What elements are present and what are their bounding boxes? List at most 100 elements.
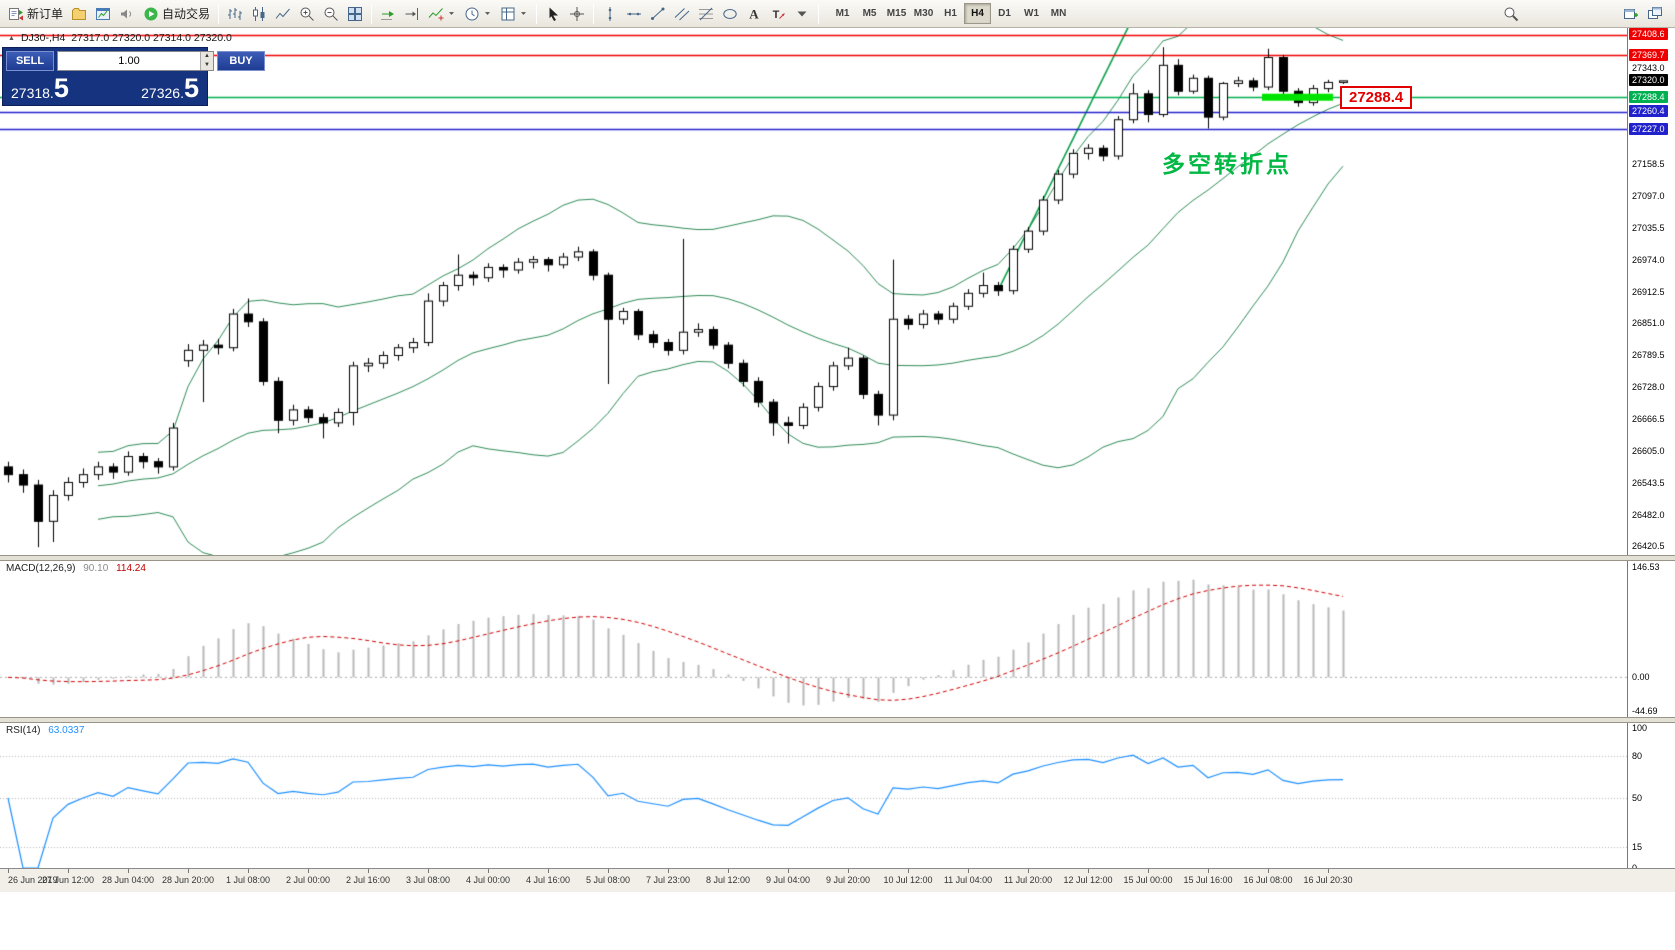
- macd-canvas[interactable]: [0, 561, 1627, 717]
- text-button[interactable]: A: [742, 2, 766, 26]
- crosshair-button[interactable]: [565, 2, 589, 26]
- arrow-label-button[interactable]: T: [766, 2, 790, 26]
- speaker-icon: [121, 9, 132, 18]
- time-axis-label: 16 Jul 20:30: [1303, 875, 1353, 885]
- timeframe-button-M1[interactable]: M1: [829, 3, 856, 24]
- time-axis-label: 9 Jul 20:00: [825, 875, 871, 885]
- turning-point-annotation: 多空转折点: [1162, 151, 1292, 177]
- profiles-button[interactable]: [67, 2, 91, 26]
- chevron-down-icon: [521, 12, 527, 15]
- timeframe-button-MN[interactable]: MN: [1045, 3, 1072, 24]
- pane-splitter[interactable]: [0, 555, 1675, 561]
- time-axis-label: 11 Jul 20:00: [1003, 875, 1053, 885]
- auto-trading-button[interactable]: 自动交易: [139, 2, 214, 26]
- timeframe-button-H4[interactable]: H4: [964, 3, 992, 24]
- zoom-in-button[interactable]: [295, 2, 319, 26]
- horizontal-line-icon: [627, 12, 642, 15]
- time-axis-tick: [368, 869, 369, 873]
- new-chart-window-button[interactable]: [1619, 2, 1643, 26]
- time-axis-label: 16 Jul 08:00: [1243, 875, 1293, 885]
- volume-up-button[interactable]: ▲: [201, 51, 213, 61]
- price-axis-label: 26666.5: [1632, 413, 1665, 424]
- timeframe-button-H1[interactable]: H1: [937, 3, 964, 24]
- toolbar-separator: [371, 3, 373, 24]
- timeframe-button-W1[interactable]: W1: [1018, 3, 1045, 24]
- pane-splitter[interactable]: [0, 717, 1675, 723]
- time-axis-label: 15 Jul 16:00: [1183, 875, 1233, 885]
- bar-chart-button[interactable]: [223, 2, 247, 26]
- price-axis-label: 26605.0: [1632, 445, 1665, 456]
- tile-windows-button[interactable]: [343, 2, 367, 26]
- toolbar-separator: [593, 3, 595, 24]
- new-window-icon: [1624, 9, 1638, 19]
- time-axis-label: 4 Jul 00:00: [465, 875, 511, 885]
- cursor-button[interactable]: [541, 2, 565, 26]
- symbol-marker-icon: ▲: [8, 34, 15, 42]
- buy-button[interactable]: BUY: [217, 50, 265, 71]
- templates-button[interactable]: [496, 2, 532, 26]
- time-axis[interactable]: 26 Jun 2019 27 Jun 12:00 28 Jun 04:00 28 Ju…: [0, 868, 1675, 892]
- sell-price: 27318. 5: [11, 73, 69, 103]
- chevron-down-icon[interactable]: [483, 9, 492, 18]
- channel-icon: [674, 7, 690, 20]
- chevron-down-icon[interactable]: [447, 9, 456, 18]
- chart-window-button[interactable]: [91, 2, 115, 26]
- new-order-button[interactable]: 新订单: [4, 2, 67, 26]
- periods-button[interactable]: [460, 2, 496, 26]
- time-axis-label: 1 Jul 08:00: [225, 875, 271, 885]
- sell-button[interactable]: SELL: [6, 50, 54, 71]
- new-order-icon: [9, 7, 23, 20]
- chevron-down-icon: [485, 12, 491, 15]
- template-icon: [501, 7, 515, 20]
- line-chart-button[interactable]: [271, 2, 295, 26]
- time-axis-tick: [1328, 869, 1329, 873]
- time-axis-tick: [308, 869, 309, 873]
- price-badge: 27288.4: [1629, 90, 1668, 103]
- vertical-line-button[interactable]: [598, 2, 622, 26]
- one-click-trading-panel: SELL ▲ ▼ BUY 27318.5 27326.5: [2, 47, 265, 106]
- price-axis[interactable]: 27343.0 27158.5 27097.0 27035.5 26974.0 26912…: [1627, 28, 1675, 873]
- macd-scale-label: 146.53: [1632, 561, 1660, 572]
- window-list-button[interactable]: [1643, 2, 1667, 26]
- shapes-icon: [723, 8, 737, 19]
- auto-scroll-icon: [381, 10, 395, 20]
- new-order-button-label: 新订单: [27, 7, 64, 21]
- chevron-down-icon[interactable]: [519, 9, 528, 18]
- rsi-value: 63.0337: [48, 725, 85, 736]
- time-axis-label: 15 Jul 00:00: [1123, 875, 1173, 885]
- drawings-dropdown-button[interactable]: [790, 2, 814, 26]
- time-axis-tick: [608, 869, 609, 873]
- price-badge: 27408.6: [1629, 28, 1668, 41]
- chart-shift-button[interactable]: [400, 2, 424, 26]
- timeframe-button-M30[interactable]: M30: [910, 3, 937, 24]
- macd-scale-label: 0.00: [1632, 671, 1650, 682]
- time-axis-tick: [1028, 869, 1029, 873]
- alerts-button[interactable]: [115, 2, 139, 26]
- macd-indicator-label: MACD(12,26,9) 90.10 114.24: [6, 563, 146, 574]
- zoom-out-button[interactable]: [319, 2, 343, 26]
- fibonacci-button[interactable]: [694, 2, 718, 26]
- auto-scroll-button[interactable]: [376, 2, 400, 26]
- chart-ohlc-info: ▲ DJ30-,H4 27317.0 27320.0 27314.0 27320…: [8, 32, 232, 44]
- timeframe-button-M5[interactable]: M5: [856, 3, 883, 24]
- shapes-button[interactable]: [718, 2, 742, 26]
- time-axis-label: 9 Jul 04:00: [765, 875, 811, 885]
- volume-input[interactable]: [58, 51, 200, 70]
- timeframe-button-M15[interactable]: M15: [883, 3, 910, 24]
- candlestick-button[interactable]: [247, 2, 271, 26]
- support-price-label: 27288.4: [1340, 86, 1413, 110]
- main-chart-canvas[interactable]: [0, 28, 1627, 555]
- timeframe-button-D1[interactable]: D1: [991, 3, 1018, 24]
- rsi-scale-label: 50: [1632, 792, 1643, 803]
- time-axis-tick: [728, 869, 729, 873]
- rsi-canvas[interactable]: [0, 723, 1627, 868]
- trendline-icon: [651, 7, 665, 20]
- trendline-button[interactable]: [646, 2, 670, 26]
- search-button[interactable]: [1499, 2, 1523, 26]
- indicators-button[interactable]: [424, 2, 460, 26]
- volume-down-button[interactable]: ▼: [201, 60, 213, 70]
- price-badge: 27369.7: [1629, 48, 1668, 61]
- price-axis-label: 26912.5: [1632, 286, 1665, 297]
- horizontal-line-button[interactable]: [622, 2, 646, 26]
- channel-button[interactable]: [670, 2, 694, 26]
